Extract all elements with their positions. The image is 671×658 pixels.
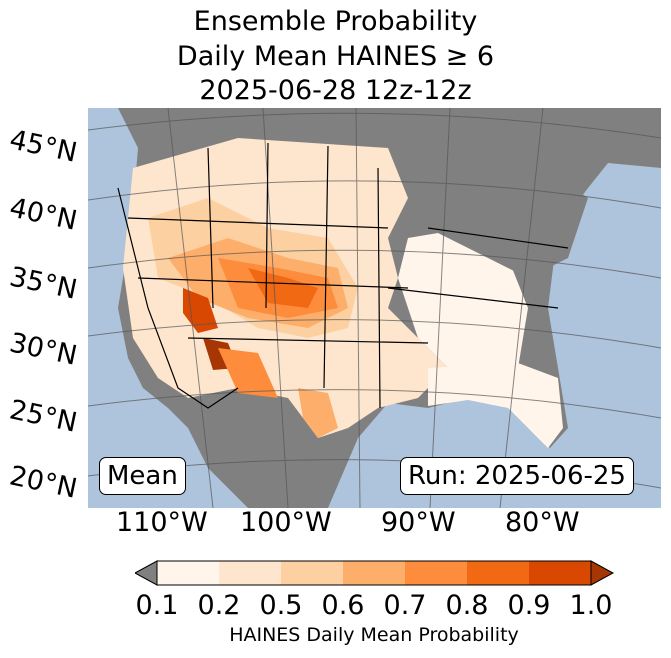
cb-tick-1.0: 1.0: [569, 590, 613, 621]
cb-tick-0.1: 0.1: [135, 590, 179, 621]
colorbar-bin-7: [529, 561, 591, 585]
cb-tick-0.6: 0.6: [321, 590, 365, 621]
title-line-2: Daily Mean HAINES ≥ 6: [176, 41, 495, 72]
lon-label-110: 110°W: [116, 507, 208, 538]
prob-07-south: [218, 348, 278, 398]
colorbar-over-arrow: [590, 560, 615, 586]
colorbar-bin-2: [219, 561, 281, 585]
map-svg: [88, 108, 661, 508]
colorbar-bin-3: [281, 561, 343, 585]
borders: [117, 142, 569, 409]
run-badge: Run: 2025-06-25: [400, 457, 634, 495]
colorbar-bin-6: [467, 561, 529, 585]
colorbar-bin-1: [157, 561, 219, 585]
lon-label-100: 100°W: [240, 507, 332, 538]
southeast-area: [428, 363, 563, 448]
colorbar-under-arrow: [135, 560, 158, 586]
cb-tick-0.5: 0.5: [259, 590, 303, 621]
very-low-prob-area: [398, 228, 528, 388]
colorbar-bin-5: [405, 561, 467, 585]
colorbar-bin-4: [343, 561, 405, 585]
lon-label-80: 80°W: [505, 507, 580, 538]
masked-northeast: [408, 168, 588, 278]
title-line-3: 2025-06-28 12z-12z: [199, 75, 472, 106]
colorbar: [135, 560, 615, 586]
lat-label-40: 40°N: [6, 192, 80, 237]
cb-tick-0.2: 0.2: [197, 590, 241, 621]
lat-label-20: 20°N: [6, 460, 80, 505]
stat-badge: Mean: [99, 457, 186, 495]
cb-tick-0.7: 0.7: [383, 590, 427, 621]
lat-label-45: 45°N: [6, 124, 80, 169]
title-line-1: Ensemble Probability: [193, 6, 478, 37]
lon-label-90: 90°W: [381, 507, 456, 538]
prob-08-region: [248, 268, 318, 308]
mexico-land: [178, 388, 328, 508]
cb-tick-0.8: 0.8: [445, 590, 489, 621]
lat-label-35: 35°N: [6, 261, 80, 306]
cb-tick-0.9: 0.9: [507, 590, 551, 621]
probability-map: [88, 108, 661, 508]
colorbar-label: HAINES Daily Mean Probability: [229, 624, 519, 646]
lat-label-25: 25°N: [6, 394, 80, 439]
prob-06-texas: [298, 388, 338, 438]
lat-label-30: 30°N: [6, 327, 80, 372]
